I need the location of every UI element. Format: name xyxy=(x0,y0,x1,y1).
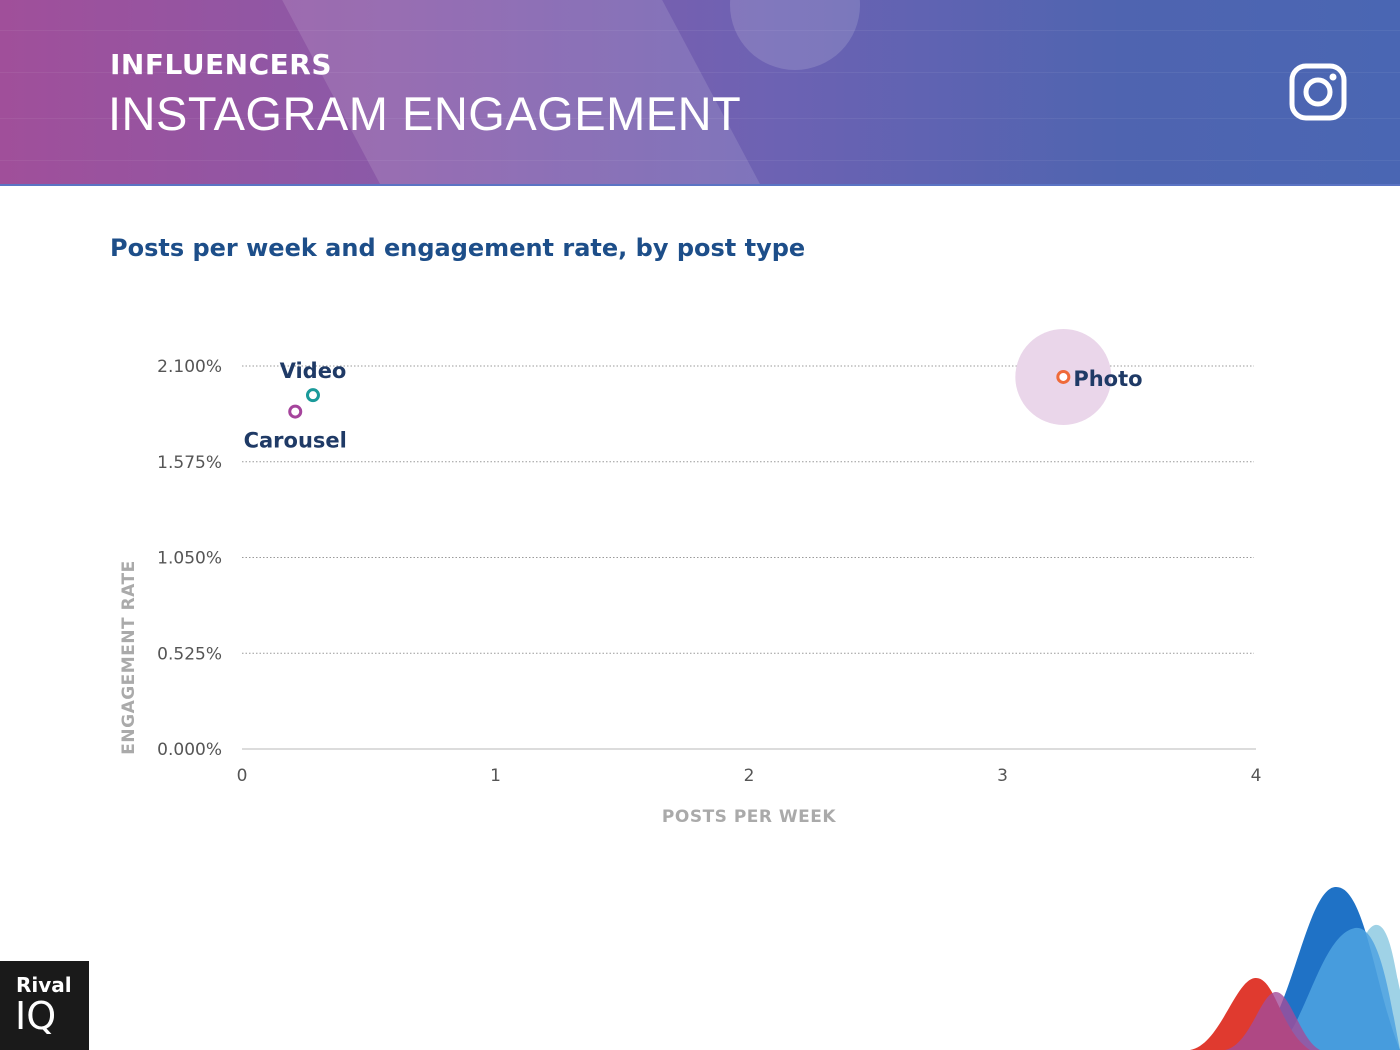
x-axis-title: POSTS PER WEEK xyxy=(662,807,836,827)
logo-line2: IQ xyxy=(15,994,57,1038)
x-tick-label: 3 xyxy=(997,766,1008,786)
header-banner: INFLUENCERS INSTAGRAM ENGAGEMENT xyxy=(0,0,1400,184)
x-tick-label: 4 xyxy=(1251,766,1262,786)
y-tick-label: 1.575% xyxy=(157,453,222,473)
banner-divider xyxy=(0,184,1400,186)
x-tick-label: 0 xyxy=(237,766,248,786)
point-carousel xyxy=(288,404,303,419)
y-tick-label: 0.000% xyxy=(157,740,222,760)
x-tick-label: 2 xyxy=(744,766,755,786)
x-tick-label: 1 xyxy=(490,766,501,786)
point-label-carousel: Carousel xyxy=(244,429,347,453)
point-video xyxy=(305,388,320,403)
point-photo xyxy=(1056,369,1071,384)
header-title: INSTAGRAM ENGAGEMENT xyxy=(108,87,742,140)
scatter-chart: 0.000% 0.525% 1.050% 1.575% 2.100% 0 1 2 3 4 Vid… xyxy=(119,328,1262,827)
decorative-waves xyxy=(1190,886,1400,1050)
point-label-photo: Photo xyxy=(1073,367,1142,391)
logo-line1: Rival xyxy=(16,973,72,997)
chart-subtitle: Posts per week and engagement rate, by p… xyxy=(110,234,806,262)
y-tick-label: 1.050% xyxy=(157,549,222,569)
point-label-video: Video xyxy=(280,359,347,383)
header-kicker: INFLUENCERS xyxy=(110,48,333,81)
y-axis-title: ENGAGEMENT RATE xyxy=(119,560,139,754)
rival-iq-logo: Rival IQ xyxy=(0,961,89,1050)
y-tick-label: 0.525% xyxy=(157,644,222,664)
instagram-icon xyxy=(1289,63,1347,121)
y-tick-label: 2.100% xyxy=(157,357,222,377)
